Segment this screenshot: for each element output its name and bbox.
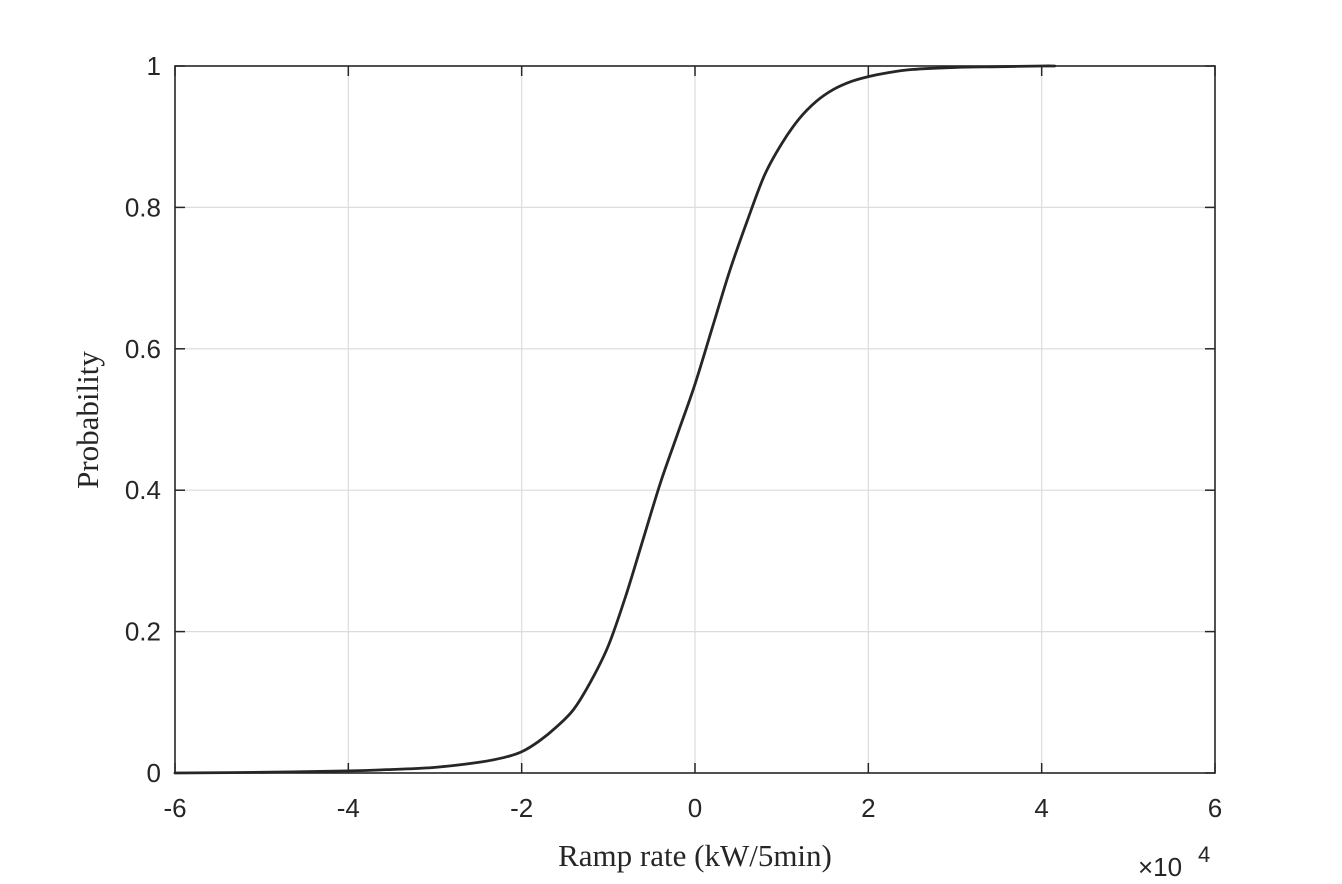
x-tick-label: -6 — [163, 793, 186, 823]
y-tick-label: 0.2 — [125, 617, 161, 647]
x-tick-label: 2 — [861, 793, 875, 823]
x-exponent-base: ×10 — [1138, 852, 1182, 882]
x-tick-label: 4 — [1034, 793, 1048, 823]
x-tick-labels: -6 -4 -2 0 2 4 6 — [163, 793, 1222, 823]
x-tick-label: 0 — [688, 793, 702, 823]
x-exponent-label: ×10 4 — [1138, 842, 1210, 882]
series-layer — [173, 64, 1057, 775]
grid — [175, 66, 1215, 773]
x-exponent-power: 4 — [1198, 842, 1210, 867]
x-axis-label: Ramp rate (kW/5min) — [558, 838, 832, 873]
y-tick-label: 0 — [147, 758, 161, 788]
x-tick-label: -2 — [510, 793, 533, 823]
x-tick-label: 6 — [1208, 793, 1222, 823]
cdf-line — [173, 64, 1057, 775]
y-axis-label: Probability — [70, 351, 105, 489]
y-tick-label: 0.4 — [125, 475, 161, 505]
y-tick-label: 0.6 — [125, 334, 161, 364]
y-tick-label: 0.8 — [125, 192, 161, 222]
plot-frame — [174, 65, 1216, 774]
y-tick-label: 1 — [147, 51, 161, 81]
y-tick-labels: 0 0.2 0.4 0.6 0.8 1 — [125, 51, 161, 788]
x-tick-label: -4 — [337, 793, 360, 823]
